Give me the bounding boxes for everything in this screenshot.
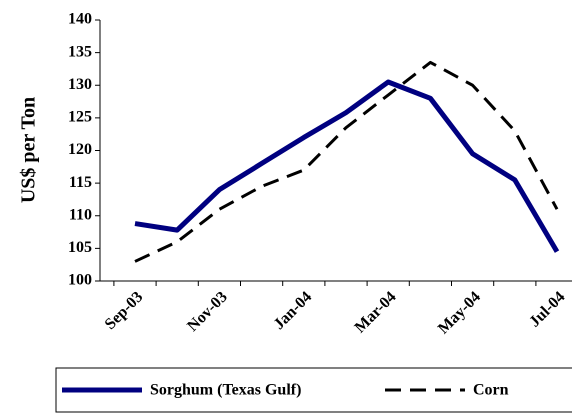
x-tick-label: Sep-03 (102, 288, 147, 333)
y-tick-label: 130 (68, 76, 92, 93)
y-tick-label: 100 (68, 272, 92, 289)
y-tick-label: 125 (68, 109, 92, 126)
legend-label: Corn (473, 382, 509, 399)
x-tick-label: Jul-04 (526, 288, 568, 330)
series-line (134, 60, 559, 263)
legend-box (55, 367, 572, 413)
y-tick-label: 115 (69, 174, 92, 191)
y-tick-label: 120 (68, 141, 92, 158)
x-tick-label: May-04 (435, 288, 484, 337)
y-tick-label: 110 (69, 206, 92, 223)
y-tick-label: 140 (68, 11, 92, 28)
x-tick-label: Jan-04 (271, 288, 316, 333)
series-line (134, 79, 560, 253)
legend-label: Sorghum (Texas Gulf) (150, 382, 301, 399)
x-tick-label: Nov-03 (184, 288, 231, 335)
y-tick-label: 135 (68, 43, 92, 60)
y-axis-label: US$ per Ton (18, 97, 40, 203)
y-tick-label: 105 (68, 239, 92, 256)
x-tick-label: Mar-04 (352, 288, 400, 336)
